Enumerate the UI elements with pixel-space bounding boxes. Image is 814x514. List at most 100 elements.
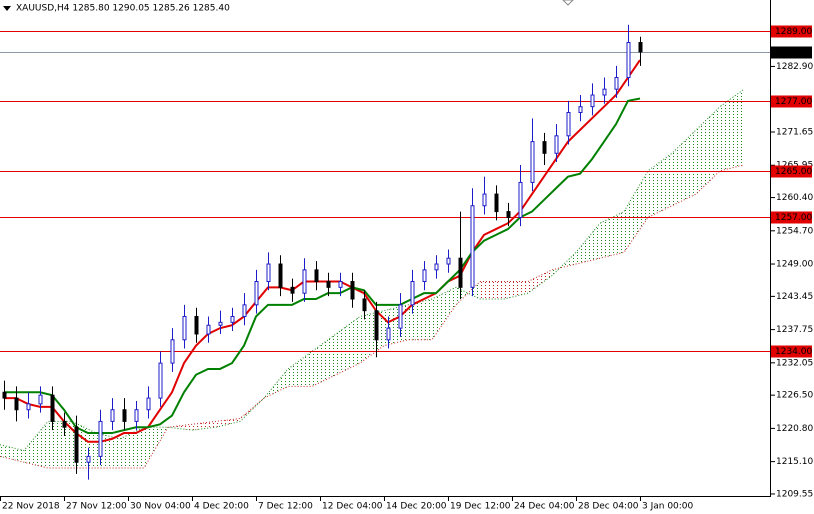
x-tick-label: 3 Jan 00:00 (642, 502, 694, 512)
candle-body (578, 106, 583, 113)
cloud-fill (288, 351, 312, 387)
cloud-fill (408, 298, 432, 340)
y-tick-label: 1215.10 (776, 457, 813, 467)
candle-body (626, 42, 631, 79)
y-tick-label: 1232.05 (776, 358, 813, 368)
x-tick-label: 7 Dec 12:00 (258, 502, 313, 512)
level-label-box (771, 165, 812, 178)
cloud-fill (648, 153, 672, 218)
level-label-box (771, 25, 812, 38)
candle-body (14, 397, 19, 411)
candle-body (506, 211, 511, 218)
cloud-fill (528, 269, 552, 294)
x-tick-label: 4 Dec 20:00 (194, 502, 249, 512)
candle-body (542, 141, 547, 154)
y-tick-label: 1282.90 (776, 62, 813, 72)
cloud-fill (24, 421, 48, 469)
level-label-box (771, 95, 812, 108)
candle-body (74, 426, 79, 463)
cloud-fill (696, 106, 720, 195)
level-label: 1265.00 (775, 167, 812, 177)
candle-body (278, 263, 283, 288)
cloud-span-b (0, 164, 745, 469)
candle-body (482, 193, 487, 207)
cloud-fill (120, 427, 144, 469)
y-tick-label: 1271.65 (776, 128, 813, 138)
candle-body (614, 77, 619, 90)
candle-body (458, 257, 463, 288)
cloud-fill (720, 89, 744, 171)
indicator-line (4, 97, 641, 435)
x-tick-label: 27 Nov 12:00 (66, 502, 127, 512)
candle-body (170, 339, 175, 364)
candle-body (302, 269, 307, 294)
candle-body (2, 391, 7, 399)
menu-triangle[interactable] (3, 6, 11, 11)
cloud-fill (264, 368, 288, 399)
candle-body (362, 298, 367, 312)
label-layer: 1282.901271.651265.951260.401254.701249.… (2, 25, 813, 512)
candle-body (326, 281, 331, 288)
cloud-fill (504, 281, 528, 299)
candle-body (410, 281, 415, 306)
cloud-fill (480, 281, 504, 299)
candle-body (98, 420, 103, 457)
candle-body (110, 409, 115, 422)
cloud-fill (552, 252, 576, 276)
candle-body (26, 403, 31, 411)
candle-body (194, 315, 199, 335)
shift-marker (562, 0, 574, 6)
y-tick-label: 1220.80 (776, 424, 813, 434)
candle-body (38, 394, 43, 405)
chart-title: XAUUSD,H4 1285.80 1290.05 1285.26 1285.4… (16, 4, 230, 14)
candle-body (446, 257, 451, 265)
candle-body (590, 94, 595, 108)
candle-body (206, 324, 211, 335)
candle-body (182, 315, 187, 341)
y-tick-label: 1260.40 (776, 193, 813, 203)
candle-body (338, 281, 343, 288)
candle-body (254, 281, 259, 306)
candle-body (422, 269, 427, 283)
cloud-fill (168, 424, 192, 431)
candle-body (398, 304, 403, 329)
candle-body (530, 141, 535, 183)
x-tick-label: 19 Dec 12:00 (450, 502, 511, 512)
cloud-fill (600, 211, 624, 259)
indicator-line (4, 59, 641, 443)
candle-body (350, 281, 355, 300)
candle-body (602, 88, 607, 96)
level-label: 1277.00 (775, 97, 812, 107)
y-tick-label: 1226.50 (776, 391, 813, 401)
candle-body (470, 205, 475, 288)
candle-layer (2, 24, 643, 480)
current-price-label: 1285.40 (775, 48, 812, 58)
candle-body (134, 409, 139, 422)
candle-body (50, 394, 55, 422)
x-tick-label: 30 Nov 04:00 (130, 502, 191, 512)
cloud-fill (432, 287, 456, 340)
cloud-fill (336, 316, 360, 375)
candle-body (494, 193, 499, 213)
candle-body (434, 263, 439, 271)
current-price-box (771, 46, 812, 59)
level-label-box (771, 211, 812, 224)
x-tick-label: 14 Dec 20:00 (386, 502, 447, 512)
y-tick-label: 1249.00 (776, 260, 813, 270)
y-tick-label: 1237.75 (776, 325, 813, 335)
candle-body (86, 455, 91, 463)
candle-body (554, 135, 559, 154)
cloud-fill (624, 170, 648, 253)
candle-body (62, 420, 67, 428)
axis-layer (0, 31, 775, 501)
x-tick-label: 12 Dec 04:00 (322, 502, 383, 512)
candle-body (638, 42, 643, 53)
level-label: 1257.00 (775, 213, 812, 223)
cloud-fill (312, 333, 336, 387)
candle-body (242, 304, 247, 317)
y-tick-label: 1254.70 (776, 226, 813, 236)
cloud-fill (216, 418, 240, 428)
candle-body (314, 269, 319, 283)
